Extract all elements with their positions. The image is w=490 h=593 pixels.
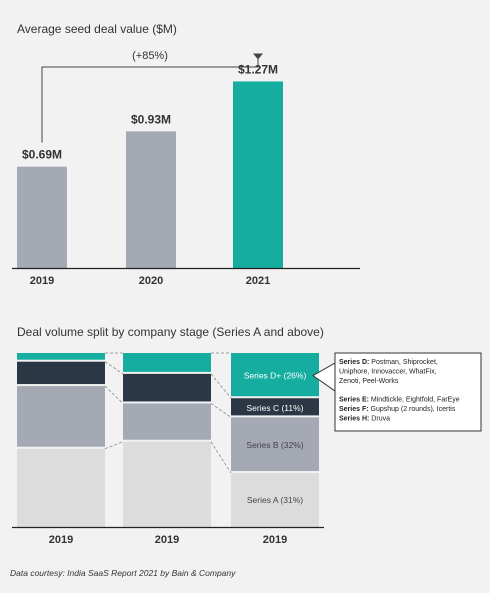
seed-x-tick-2020: 2020 — [139, 275, 163, 287]
seed-x-tick-2021: 2021 — [246, 275, 270, 287]
stack-segment-series-c-bar-3 — [231, 398, 319, 416]
stack-segment-series-d--bar-2 — [123, 353, 211, 372]
stack-segment-series-b-bar-3 — [231, 417, 319, 472]
chart1-title: Average seed deal value ($M) — [17, 22, 177, 36]
stack-segment-series-c-bar-1 — [17, 361, 105, 385]
chart2-title: Deal volume split by company stage (Seri… — [17, 325, 324, 339]
stack-x-tick-3: 2019 — [263, 534, 287, 546]
stack-x-tick-1: 2019 — [49, 534, 73, 546]
callout-line: Uniphore, Innovaccer, WhatFix, — [339, 368, 437, 375]
stack-connector — [104, 441, 124, 450]
seed-bar-2019 — [17, 166, 67, 268]
stack-segment-series-a-bar-1 — [17, 448, 105, 527]
series-callout: Series D: Postman, Shiprocket, Uniphore, … — [312, 352, 482, 432]
seed-bar-label-2020: $0.93M — [131, 112, 171, 126]
stack-segment-label-series-c: Series C (11%) — [247, 403, 304, 413]
stack-segment-label-series-a: Series A (31%) — [247, 495, 303, 505]
stack-segment-series-c-bar-2 — [123, 373, 211, 402]
stack-segment-series-a-bar-3 — [231, 473, 319, 527]
seed-bar-2021 — [233, 81, 283, 268]
stack-segment-label-series-b: Series B (32%) — [246, 440, 303, 450]
callout-pointer — [312, 362, 336, 392]
growth-bracket — [41, 55, 259, 143]
seed-bar-label-2021: $1.27M — [238, 62, 278, 76]
stack-segment-series-d--bar-3 — [231, 353, 319, 397]
growth-annotation: (+85%) — [132, 50, 168, 62]
callout-pointer-join — [335, 362, 338, 392]
callout-box — [334, 352, 482, 432]
callout-line: Zenoti, Peel-Works — [339, 378, 399, 385]
callout-line: Series F: Gupshup (2 rounds), Icertis — [339, 406, 456, 413]
callout-line: Series D: Postman, Shiprocket, — [339, 359, 438, 366]
seed-bar-label-2019: $0.69M — [22, 148, 62, 162]
stack-connector — [210, 403, 232, 418]
stack-segment-series-b-bar-2 — [123, 403, 211, 440]
stack-connector — [104, 361, 124, 375]
stack-connector — [104, 385, 124, 404]
chart1-plot: $0.69M 2019 $0.93M 2020 $1.27M 2021 (+85%) — [12, 50, 360, 287]
growth-arrowhead-icon — [253, 53, 263, 60]
stack-segment-series-a-bar-2 — [123, 441, 211, 527]
callout-line: Series E: Mindtickle, Eightfold, FarEye — [339, 397, 460, 404]
callout-line: Series H: Druva — [339, 415, 390, 422]
stack-segment-series-d--bar-1 — [17, 353, 105, 360]
seed-x-tick-2019: 2019 — [30, 275, 54, 287]
stack-segment-label-series-d-: Series D+ (26%) — [244, 371, 307, 381]
seed-bar-2020 — [126, 131, 176, 268]
stack-connector — [210, 373, 232, 399]
stack-segment-series-b-bar-1 — [17, 386, 105, 447]
stack-connector — [210, 441, 232, 474]
data-source-footer: Data courtesy: India SaaS Report 2021 by… — [10, 568, 236, 578]
chart2-plot: 2019 2019 2019 Series A (31%) Series B (32%)… — [12, 352, 324, 546]
stack-x-tick-2: 2019 — [155, 534, 179, 546]
